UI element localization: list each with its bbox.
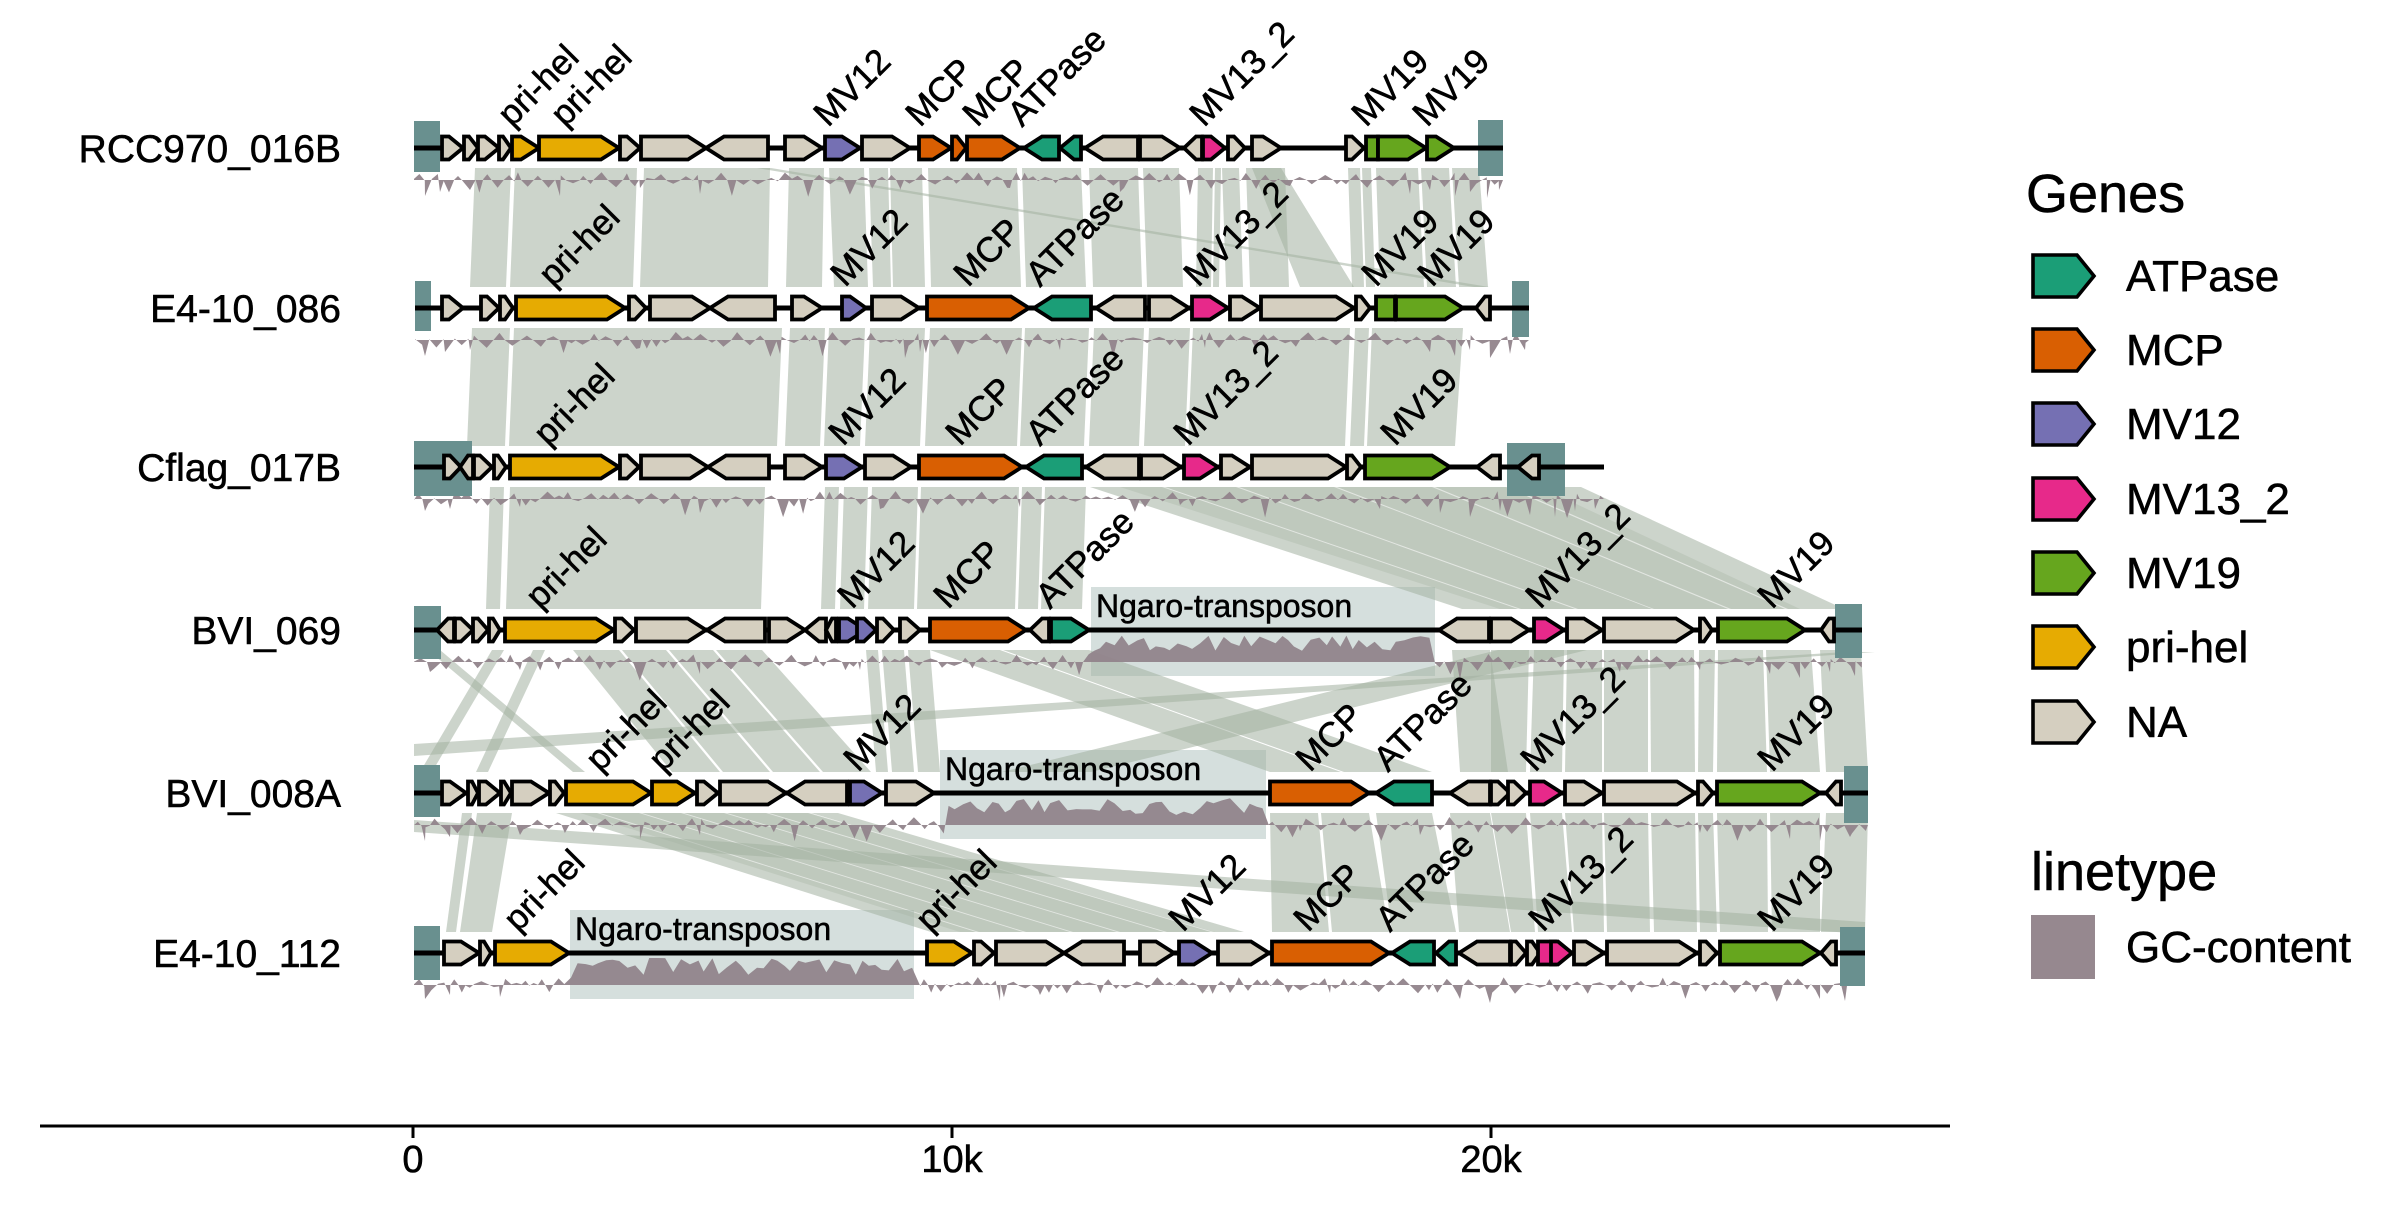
svg-text:20k: 20k [1460,1139,1522,1181]
svg-text:GC-content: GC-content [2126,923,2351,972]
svg-text:pri-hel: pri-hel [2126,623,2248,672]
svg-text:Ngaro-transposon: Ngaro-transposon [575,911,831,947]
svg-text:Cflag_017B: Cflag_017B [137,447,341,490]
svg-text:BVI_069: BVI_069 [191,610,341,653]
svg-text:MCP: MCP [2126,326,2224,375]
svg-text:RCC970_016B: RCC970_016B [79,128,341,171]
svg-text:MV13_2: MV13_2 [2126,475,2290,524]
svg-text:MV19: MV19 [2126,549,2241,598]
svg-text:E4-10_086: E4-10_086 [150,288,341,331]
svg-text:Genes: Genes [2026,164,2185,224]
svg-text:E4-10_112: E4-10_112 [153,933,341,976]
svg-text:ATPase: ATPase [2126,252,2279,301]
svg-text:Ngaro-transposon: Ngaro-transposon [945,751,1201,787]
svg-text:0: 0 [402,1139,423,1181]
svg-text:BVI_008A: BVI_008A [165,773,341,816]
svg-text:MV12: MV12 [2126,400,2241,449]
svg-text:10k: 10k [921,1139,983,1181]
svg-text:NA: NA [2126,698,2188,747]
svg-text:linetype: linetype [2031,842,2217,902]
svg-text:Ngaro-transposon: Ngaro-transposon [1096,588,1352,624]
